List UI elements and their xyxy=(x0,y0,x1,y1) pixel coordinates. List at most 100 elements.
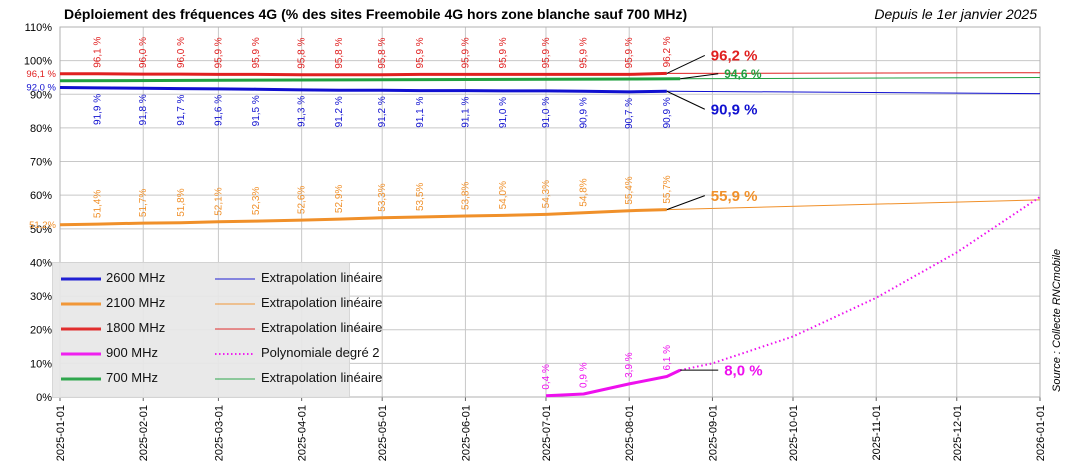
y-tick-label: 70% xyxy=(30,157,52,169)
y-tick-label: 90% xyxy=(30,89,52,101)
y-tick-label: 100% xyxy=(24,56,52,68)
source-note: Source : Collecte RNCmobile xyxy=(1051,248,1063,392)
callout-leader-700 xyxy=(680,73,719,80)
y-tick-label: 80% xyxy=(30,123,52,135)
data-label-2600: 91,5 % xyxy=(251,95,262,126)
data-label-2100: 52,3% xyxy=(251,187,262,215)
data-label-2600: 90,7 % xyxy=(624,98,635,129)
data-label-1800: 95,8 % xyxy=(334,38,345,69)
data-label-2600: 91,2 % xyxy=(334,96,345,127)
final-label-2100: 55,9 % xyxy=(711,188,758,205)
data-label-900: 0,4 % xyxy=(541,364,552,390)
x-tick-label: 2026-01-01 xyxy=(1035,405,1047,461)
legend-swatch-2600 xyxy=(61,277,101,281)
data-label-1800: 95,9 % xyxy=(251,37,262,68)
legend-label-900: 900 MHz xyxy=(106,345,159,360)
data-label-1800: 95,9 % xyxy=(579,37,590,68)
data-label-2100: 54,3% xyxy=(541,180,552,208)
data-label-1800: 95,8 % xyxy=(297,38,308,69)
data-label-2100: 51,7% xyxy=(138,189,149,217)
data-label-1800: 96,2 % xyxy=(662,36,673,67)
y-tick-label: 20% xyxy=(30,325,52,337)
callout-leader-2600 xyxy=(666,90,706,110)
chart-title: Déploiement des fréquences 4G (% des sit… xyxy=(64,6,688,22)
legend-swatch-700-ext xyxy=(215,378,255,380)
series-2600-line xyxy=(59,86,667,94)
x-tick-label: 2025-01-01 xyxy=(55,405,67,461)
x-tick-label: 2025-06-01 xyxy=(460,405,472,461)
data-label-1800: 96,0 % xyxy=(176,37,187,68)
legend-swatch-900-ext xyxy=(215,353,255,355)
data-label-2100: 55,7% xyxy=(662,175,673,203)
y-tick-label: 110% xyxy=(25,22,53,34)
legend-swatch-700 xyxy=(61,377,101,381)
x-tick-label: 2025-04-01 xyxy=(297,405,309,461)
data-label-2100: 54,8% xyxy=(579,178,590,206)
data-label-2100: 53,3% xyxy=(377,183,388,211)
start-label-2600: 92,0 % xyxy=(26,83,56,94)
data-label-2600: 91,0 % xyxy=(541,97,552,128)
legend-label-900-ext: Polynomiale degré 2 xyxy=(261,345,380,360)
data-label-2600: 91,0 % xyxy=(498,97,509,128)
x-tick-label: 2025-07-01 xyxy=(541,405,553,461)
legend-label-2600-ext: Extrapolation linéaire xyxy=(261,270,383,285)
x-tick-label: 2025-12-01 xyxy=(952,405,964,461)
data-label-1800: 95,9 % xyxy=(498,37,509,68)
final-label-900: 8,0 % xyxy=(724,362,762,379)
data-label-1800: 95,9 % xyxy=(624,37,635,68)
data-label-900: 3,9 % xyxy=(624,352,635,378)
legend-item-2600: 2600 MHz Extrapolation linéaire xyxy=(53,266,382,291)
data-label-2100: 54,0% xyxy=(498,181,509,209)
x-tick-label: 2025-09-01 xyxy=(707,405,719,461)
legend-swatch-1800 xyxy=(61,327,101,331)
data-label-2600: 91,9 % xyxy=(93,94,104,125)
data-label-1800: 96,0 % xyxy=(138,37,149,68)
y-tick-label: 10% xyxy=(30,358,52,370)
legend-item-2100: 2100 MHz Extrapolation linéaire xyxy=(53,291,382,316)
x-tick-labels: 2025-01-01 2025-02-01 2025-03-01 2025-04-01… xyxy=(55,405,1047,461)
data-label-2600: 90,9 % xyxy=(579,97,590,128)
series-700-line xyxy=(59,77,681,83)
data-label-2100: 52,6% xyxy=(297,186,308,214)
data-label-2600: 91,1 % xyxy=(415,96,426,127)
series-2600-extrapolation xyxy=(666,90,1041,95)
x-tick-label: 2025-08-01 xyxy=(624,405,636,461)
data-label-900: 6,1 % xyxy=(662,345,673,371)
data-label-1800: 95,9 % xyxy=(415,37,426,68)
data-label-2100: 51,4% xyxy=(93,190,104,218)
data-label-2100: 53,5% xyxy=(415,183,426,211)
data-label-1800: 95,9 % xyxy=(460,37,471,68)
data-label-900: 0,9 % xyxy=(579,362,590,388)
start-label-2100: 51,2% xyxy=(29,220,56,231)
x-tick-label: 2025-11-01 xyxy=(871,405,883,460)
legend-label-2100-ext: Extrapolation linéaire xyxy=(261,295,383,310)
final-label-2600: 90,9 % xyxy=(711,101,758,118)
x-tick-label: 2025-10-01 xyxy=(788,405,800,461)
legend: 2600 MHz Extrapolation linéaire 2100 MHz… xyxy=(52,262,382,398)
legend-swatch-2100-ext xyxy=(215,303,255,305)
data-label-1800: 95,9 % xyxy=(541,37,552,68)
series-layer xyxy=(59,71,1041,398)
legend-label-1800-ext: Extrapolation linéaire xyxy=(261,320,383,335)
legend-item-700: 700 MHz Extrapolation linéaire xyxy=(53,366,382,391)
final-label-1800: 96,2 % xyxy=(711,48,758,65)
series-900-line xyxy=(545,368,681,398)
grid-layer xyxy=(59,26,1041,401)
series-700-extrapolation xyxy=(680,77,1041,80)
series-900-extrapolation xyxy=(679,196,1041,372)
legend-swatch-2600-ext xyxy=(215,278,255,280)
data-label-2100: 51,8% xyxy=(176,188,187,216)
data-label-2100: 55,4% xyxy=(624,176,635,204)
y-tick-label: 30% xyxy=(30,291,52,303)
y-tick-label: 0% xyxy=(36,392,52,404)
series-2100-extrapolation xyxy=(666,199,1041,211)
start-label-1800: 96,1 % xyxy=(26,69,56,80)
callout-leader-1800 xyxy=(666,54,706,74)
data-label-2600: 91,1 % xyxy=(460,96,471,127)
data-labels-layer: 92,0 % 91,9 % 91,8 % 91,7 % 91,6 % 91,5 % 91,3… xyxy=(26,36,762,389)
series-1800-line xyxy=(60,71,667,77)
y-tick-label: 40% xyxy=(30,257,52,269)
chart-subtitle: Depuis le 1er janvier 2025 xyxy=(874,6,1037,22)
callout-leader-2100 xyxy=(666,195,705,211)
